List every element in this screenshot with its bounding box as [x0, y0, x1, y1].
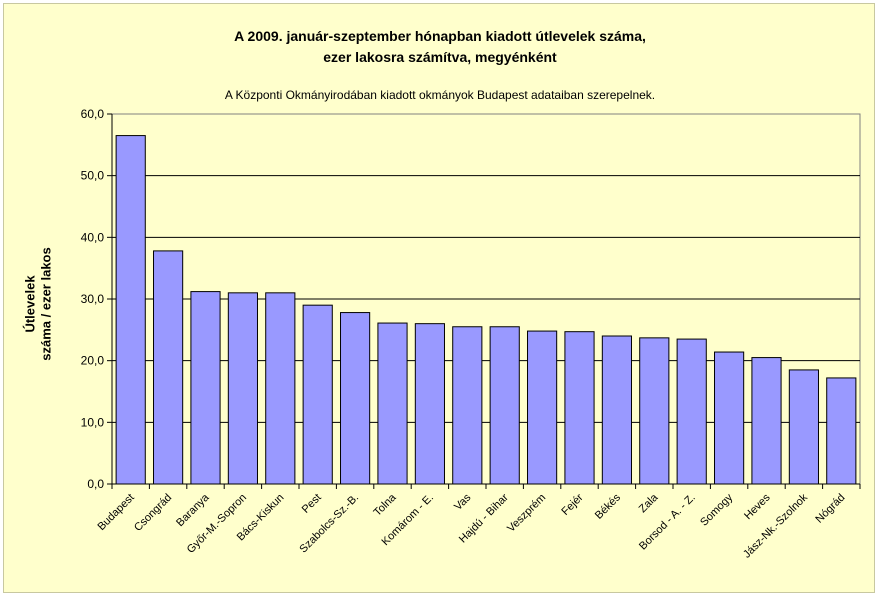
bar [302, 304, 333, 485]
bar [676, 338, 707, 485]
y-tick-label: 40,0 [81, 230, 105, 244]
x-tick-label: Pest [300, 492, 324, 516]
bar [115, 135, 146, 485]
bar [826, 377, 857, 485]
bar [377, 322, 408, 485]
x-tick-label: Heves [742, 491, 773, 522]
bar [265, 292, 296, 485]
y-tick-label: 10,0 [81, 415, 105, 429]
bar [489, 326, 520, 485]
bar [452, 326, 483, 485]
bar [639, 337, 670, 485]
bar [751, 357, 782, 485]
x-tick-label: Baranya [174, 491, 212, 529]
x-tick-label: Csongrád [132, 492, 174, 534]
y-tick-label: 30,0 [81, 292, 105, 306]
bar [714, 351, 745, 485]
bar-chart: 0,0 10,0 20,0 30,0 40,0 50,0 60,0 BudapestCsong… [81, 107, 861, 561]
bar [190, 291, 221, 485]
bar [601, 335, 632, 485]
x-tick-label: Békés [593, 491, 623, 521]
y-tick-label: 0,0 [87, 477, 104, 491]
x-tick-label: Zala [637, 491, 661, 515]
bar [414, 323, 445, 485]
bar [527, 330, 558, 485]
chart-title-line-1: A 2009. január-szeptember hónapban kiado… [234, 28, 646, 44]
bar [153, 250, 184, 485]
x-tick-label: Vas [452, 491, 474, 513]
x-tick-label: Budapest [95, 492, 136, 533]
y-tick-label: 20,0 [81, 354, 105, 368]
y-tick-label: 50,0 [81, 169, 105, 183]
x-tick-label: Jász-Nk.-Szolnok [741, 491, 810, 560]
x-tick-label: Somogy [698, 491, 735, 528]
x-tick-label: Tolna [372, 491, 400, 519]
bar [227, 292, 258, 485]
bar [340, 312, 371, 485]
x-tick-label: Nógrád [813, 492, 847, 526]
chart-area: A 2009. január-szeptember hónapban kiado… [3, 3, 875, 593]
x-tick-label: Fejér [559, 491, 585, 517]
y-tick-label: 60,0 [81, 107, 105, 121]
chart-subtitle: A Központi Okmányirodában kiadott okmány… [224, 88, 656, 102]
x-tick-label: Veszprém [505, 492, 548, 535]
chart-title-line-2: ezer lakosra számítva, megyénként [323, 49, 557, 65]
bar [788, 369, 819, 485]
bar [564, 331, 595, 485]
